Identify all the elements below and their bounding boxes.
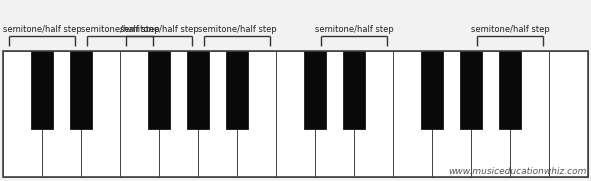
Bar bbox=[354, 51, 393, 177]
Bar bbox=[120, 51, 159, 177]
Bar bbox=[276, 51, 315, 177]
Bar bbox=[304, 51, 326, 129]
Bar bbox=[499, 51, 521, 129]
Text: semitone/half step: semitone/half step bbox=[314, 25, 394, 34]
Text: semitone/half step: semitone/half step bbox=[197, 25, 277, 34]
Bar bbox=[471, 51, 510, 177]
Bar bbox=[393, 51, 432, 177]
Bar bbox=[421, 51, 443, 129]
Text: semitone/half step: semitone/half step bbox=[2, 25, 82, 34]
Bar bbox=[148, 51, 170, 129]
Text: semitone/half step: semitone/half step bbox=[470, 25, 550, 34]
Bar bbox=[460, 51, 482, 129]
Text: semitone/half step: semitone/half step bbox=[80, 25, 160, 34]
Bar bbox=[432, 51, 471, 177]
Bar bbox=[70, 51, 92, 129]
Bar bbox=[315, 51, 354, 177]
Text: www.musiceducationwhiz.com: www.musiceducationwhiz.com bbox=[449, 167, 587, 176]
Bar bbox=[198, 51, 237, 177]
Bar bbox=[81, 51, 120, 177]
Bar bbox=[159, 51, 198, 177]
Bar bbox=[187, 51, 209, 129]
Bar bbox=[226, 51, 248, 129]
Bar bbox=[3, 51, 588, 177]
Bar bbox=[42, 51, 81, 177]
Bar bbox=[237, 51, 276, 177]
Text: semitone/half step: semitone/half step bbox=[119, 25, 199, 34]
Bar bbox=[31, 51, 53, 129]
Bar bbox=[549, 51, 588, 177]
Bar bbox=[3, 51, 42, 177]
Bar bbox=[343, 51, 365, 129]
Bar bbox=[510, 51, 549, 177]
